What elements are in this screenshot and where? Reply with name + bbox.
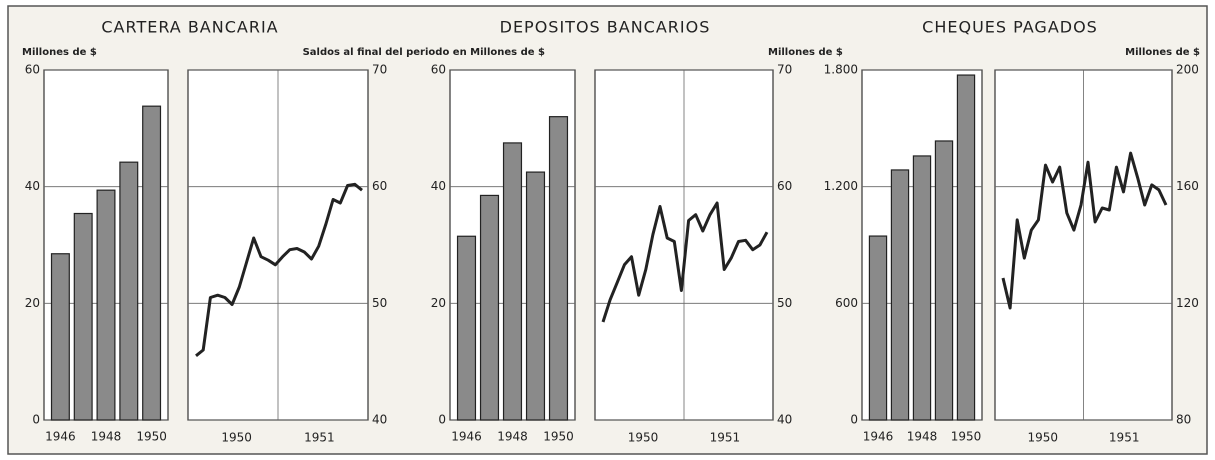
bar	[502, 142, 523, 421]
bar	[548, 116, 569, 421]
x-tick-label: 1950	[136, 430, 167, 444]
x-tick-label: 1946	[45, 430, 76, 444]
y-tick-label: 70	[372, 63, 387, 77]
bar	[479, 194, 500, 421]
chart-title: CARTERA BANCARIA	[101, 18, 278, 37]
bar	[119, 161, 139, 421]
x-tick-label: 1948	[497, 430, 528, 444]
y-tick-label: 0	[32, 413, 40, 427]
x-tick-label: 1946	[863, 430, 894, 444]
y-tick-label: 20	[431, 296, 446, 310]
y-tick-label: 60	[372, 179, 387, 193]
chart-title: CHEQUES PAGADOS	[922, 18, 1098, 37]
y-tick-label: 200	[1176, 63, 1199, 77]
line	[601, 201, 769, 323]
y-tick-label: 70	[777, 63, 792, 77]
y-tick-label: 0	[438, 413, 446, 427]
y-axis-label: Millones de $	[22, 47, 97, 58]
x-tick-label: 1946	[451, 430, 482, 444]
y-tick-label: 60	[431, 63, 446, 77]
bar	[142, 105, 162, 421]
x-tick-label: 1950	[221, 431, 252, 445]
chart-title: DEPOSITOS BANCARIOS	[500, 18, 711, 37]
y-tick-label: 160	[1176, 179, 1199, 193]
y-axis-label: Millones de $	[768, 47, 843, 58]
line	[195, 182, 363, 357]
y-tick-label: 1.800	[824, 63, 858, 77]
y-tick-label: 0	[850, 413, 858, 427]
y-tick-label: 1.200	[824, 179, 858, 193]
x-tick-label: 1951	[1109, 431, 1140, 445]
line	[1001, 151, 1168, 310]
y-tick-label: 60	[25, 63, 40, 77]
bar	[73, 212, 93, 421]
x-tick-label: 1950	[628, 431, 659, 445]
bar	[890, 169, 910, 421]
x-tick-label: 1948	[907, 430, 938, 444]
y-axis-label: Millones de $	[1125, 47, 1200, 58]
y-tick-label: 40	[372, 413, 387, 427]
bar	[868, 235, 888, 421]
y-tick-label: 60	[777, 179, 792, 193]
y-tick-label: 120	[1176, 296, 1199, 310]
bar	[912, 155, 932, 421]
y-tick-label: 80	[1176, 413, 1191, 427]
x-tick-label: 1950	[951, 430, 982, 444]
bar	[456, 235, 477, 421]
bar	[956, 74, 976, 421]
x-tick-label: 1948	[91, 430, 122, 444]
y-tick-label: 50	[777, 296, 792, 310]
bar	[96, 189, 116, 421]
y-tick-label: 40	[25, 179, 40, 193]
bar	[50, 253, 70, 421]
bar	[525, 171, 546, 421]
y-tick-label: 50	[372, 296, 387, 310]
y-tick-label: 40	[777, 413, 792, 427]
x-tick-label: 1951	[304, 431, 335, 445]
y-tick-label: 600	[835, 296, 858, 310]
x-tick-label: 1950	[1028, 431, 1059, 445]
y-tick-label: 20	[25, 296, 40, 310]
y-tick-label: 40	[431, 179, 446, 193]
x-tick-label: 1950	[543, 430, 574, 444]
x-tick-label: 1951	[710, 431, 741, 445]
y-axis-label: Saldos al final del periodo en Millones …	[303, 47, 545, 58]
bar	[934, 140, 954, 421]
